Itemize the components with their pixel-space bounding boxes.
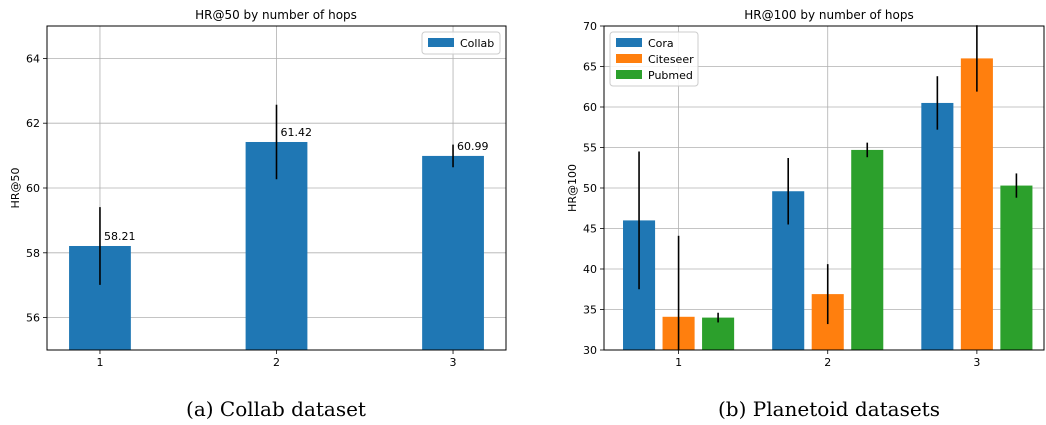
y-tick-label: 40 <box>583 263 597 276</box>
y-tick-label: 50 <box>583 182 597 195</box>
chart-title-planetoid: HR@100 by number of hops <box>744 8 913 22</box>
legend-collab: Collab <box>421 31 501 55</box>
bar-pubmed <box>851 149 884 350</box>
chart-planetoid: 30 35 40 45 50 55 60 65 70 1 2 3 HR@100 by number … <box>566 8 1045 421</box>
y-tick-label: 30 <box>583 344 597 357</box>
bar-pubmed <box>702 317 735 350</box>
legend-box <box>421 31 501 55</box>
data-labels-collab: 58.21 61.42 60.99 <box>104 126 489 243</box>
y-tick-label: 62 <box>26 117 40 130</box>
bars-collab <box>69 141 484 350</box>
bars-planetoid <box>623 58 1033 351</box>
legend-swatch <box>616 38 642 47</box>
y-tick-label: 45 <box>583 223 597 236</box>
legend-label: Citeseer <box>648 53 694 66</box>
x-tick-label: 1 <box>96 356 103 369</box>
data-label: 60.99 <box>457 140 489 153</box>
bar-pubmed <box>1000 185 1033 350</box>
y-tick-label: 55 <box>583 142 597 155</box>
x-tick-label: 1 <box>675 356 682 369</box>
axes-frame-collab <box>46 25 507 351</box>
chart-collab: 58.21 61.42 60.99 56 58 60 62 64 1 2 3 HR@50 by … <box>9 8 507 421</box>
bar-collab <box>422 155 484 350</box>
y-tick-label: 60 <box>583 101 597 114</box>
y-tick-label: 65 <box>583 61 597 74</box>
y-axis-label-collab: HR@50 <box>9 168 22 209</box>
x-tick-label: 2 <box>273 356 280 369</box>
x-ticks-planetoid: 1 2 3 <box>675 350 980 369</box>
bar-citeseer <box>960 58 993 351</box>
data-label: 58.21 <box>104 230 136 243</box>
legend-label: Collab <box>460 37 494 50</box>
y-tick-label: 64 <box>26 52 40 65</box>
legend-planetoid: Cora Citeseer Pubmed <box>609 31 699 87</box>
chart-title-collab: HR@50 by number of hops <box>195 8 357 22</box>
y-ticks-planetoid: 30 35 40 45 50 55 60 65 70 <box>583 20 604 357</box>
legend-swatch <box>616 54 642 63</box>
error-bars-planetoid <box>638 25 1018 350</box>
y-tick-label: 60 <box>26 182 40 195</box>
x-ticks-collab: 1 2 3 <box>96 350 457 369</box>
y-tick-label: 35 <box>583 304 597 317</box>
y-axis-label-planetoid: HR@100 <box>566 164 579 212</box>
x-tick-label: 3 <box>450 356 457 369</box>
bar-cora <box>921 102 954 350</box>
caption-planetoid: (b) Planetoid datasets <box>718 397 940 421</box>
y-tick-label: 56 <box>26 312 40 325</box>
y-ticks-collab: 56 58 60 62 64 <box>26 52 47 325</box>
x-tick-label: 3 <box>973 356 980 369</box>
error-bars-collab <box>99 104 454 285</box>
y-tick-label: 70 <box>583 20 597 33</box>
legend-swatch <box>428 38 454 47</box>
axes-frame-planetoid <box>603 25 1045 351</box>
x-tick-label: 2 <box>824 356 831 369</box>
legend-swatch <box>616 70 642 79</box>
data-label: 61.42 <box>281 126 313 139</box>
caption-collab: (a) Collab dataset <box>186 397 366 421</box>
legend-label: Pubmed <box>648 69 693 82</box>
y-tick-label: 58 <box>26 247 40 260</box>
legend-label: Cora <box>648 37 674 50</box>
